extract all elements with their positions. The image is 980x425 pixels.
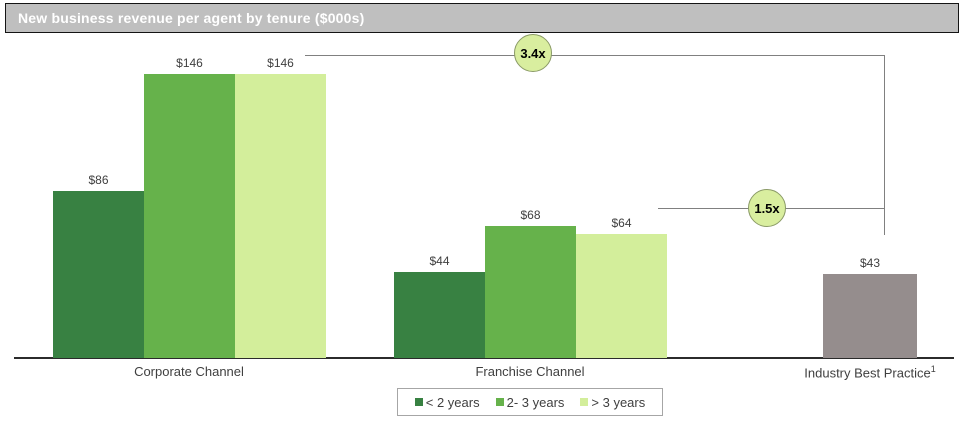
bar-value-label: $68 (520, 208, 541, 222)
legend-swatch-2-years (414, 398, 423, 406)
x-axis-line (14, 357, 954, 359)
annotation-circle-3-4x: 3.4x (514, 34, 552, 72)
bar-franchise-channel-2-years (394, 272, 485, 358)
legend-item-3-years: > 3 years (580, 395, 645, 410)
legend-label: < 2 years (425, 394, 480, 410)
legend-item-2-3-years: 2- 3 years (495, 394, 565, 410)
bar-value-label: $44 (429, 254, 450, 268)
bar-corporate-channel-3-years (235, 74, 326, 358)
bar-industry-best-practice (823, 274, 917, 358)
legend-label: 2- 3 years (506, 394, 565, 410)
legend: < 2 years 2- 3 years > 3 years (397, 388, 663, 416)
footnote-marker: 1 (930, 364, 936, 374)
bar-value-label: $146 (267, 56, 294, 70)
annotation-vertical-line (884, 55, 885, 235)
annotation-circle-1-5x: 1.5x (748, 189, 786, 227)
annotation-line-3-4x (305, 55, 884, 56)
legend-label: > 3 years (591, 394, 646, 410)
bar-corporate-channel-2-3-years (144, 74, 235, 358)
category-label-industry-best-practice: Industry Best Practice1 (804, 364, 936, 381)
legend-swatch-2-3-years (495, 398, 504, 406)
category-label-franchise-channel: Franchise Channel (475, 364, 585, 379)
legend-item-2-years: < 2 years (414, 394, 480, 410)
bar-value-label: $146 (176, 56, 203, 70)
bar-franchise-channel-3-years (576, 234, 667, 358)
bar-corporate-channel-2-years (53, 191, 144, 358)
bar-franchise-channel-2-3-years (485, 226, 576, 358)
legend-swatch-3-years (580, 398, 589, 406)
bar-value-label: $86 (88, 173, 109, 187)
bar-value-label: $64 (611, 216, 632, 230)
category-label-corporate-channel: Corporate Channel (134, 364, 244, 379)
chart-title-bar: New business revenue per agent by tenure… (5, 3, 959, 33)
chart-title: New business revenue per agent by tenure… (18, 10, 365, 26)
bar-value-label: $43 (859, 256, 881, 270)
